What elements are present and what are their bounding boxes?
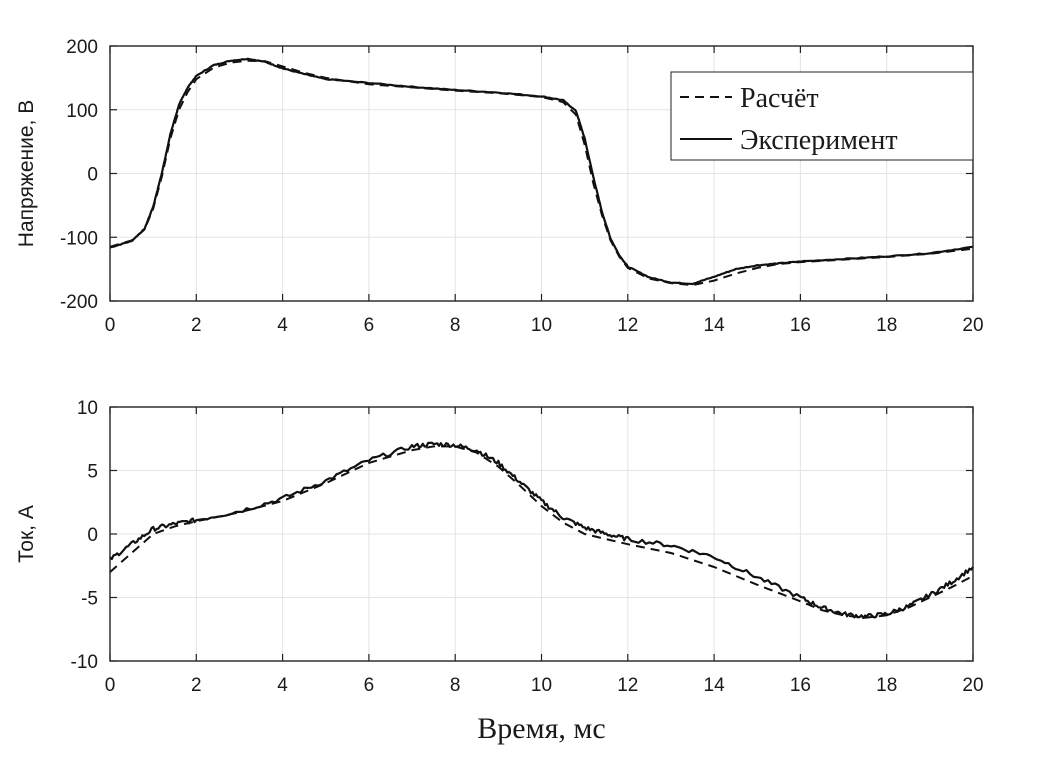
series-line-1 <box>109 59 974 287</box>
x-tick-label: 2 <box>191 315 202 336</box>
x-tick-label: 16 <box>790 675 811 696</box>
x-tick-label: 2 <box>191 675 202 696</box>
x-tick-label: 14 <box>704 315 726 336</box>
y-tick-label: -5 <box>81 589 98 610</box>
y-tick-label: 10 <box>77 398 98 419</box>
x-tick-label: 6 <box>364 315 375 336</box>
x-tick-label: 10 <box>531 315 552 336</box>
x-tick-label: 4 <box>277 315 288 336</box>
y-tick-label: -10 <box>71 652 98 673</box>
x-tick-label: 10 <box>531 675 552 696</box>
x-tick-label: 20 <box>962 675 983 696</box>
legend-box <box>670 71 974 161</box>
x-tick-label: 12 <box>617 315 638 336</box>
x-axis-label: Время, мс <box>477 712 605 745</box>
series-line-1 <box>109 445 974 619</box>
y-axis-label: Ток, А <box>15 505 38 563</box>
y-tick-label: -100 <box>60 228 98 249</box>
x-tick-label: 16 <box>790 315 811 336</box>
y-tick-label: 0 <box>87 165 98 186</box>
current-axes: 0 2 4 6 8 10 12 14 16 18 20 10 5 0 -5 -10 Ток, А Время, м… <box>15 398 984 745</box>
series-line-2 <box>109 57 974 286</box>
series-line-2 <box>109 441 974 620</box>
x-tick-label: 4 <box>277 675 288 696</box>
x-tick-label: 0 <box>105 315 116 336</box>
x-tick-label: 0 <box>105 675 116 696</box>
x-tick-label: 6 <box>364 675 375 696</box>
x-tick-label: 12 <box>617 675 638 696</box>
x-tick-label: 18 <box>876 675 897 696</box>
y-tick-label: -200 <box>60 292 98 313</box>
x-tick-label: 14 <box>704 675 726 696</box>
x-tick-label: 8 <box>450 315 461 336</box>
legend: Расчёт Эксперимент <box>670 71 974 161</box>
y-tick-label: 5 <box>87 462 98 483</box>
y-axis-label: Напряжение, В <box>15 100 38 247</box>
y-tick-label: 200 <box>66 37 98 58</box>
legend-label-series-1: Расчёт <box>740 83 819 114</box>
x-tick-label: 18 <box>876 315 897 336</box>
legend-label-series-2: Эксперимент <box>740 125 898 156</box>
y-tick-label: 0 <box>87 525 98 546</box>
x-tick-label: 8 <box>450 675 461 696</box>
x-tick-label: 20 <box>962 315 983 336</box>
y-tick-label: 100 <box>66 101 98 122</box>
